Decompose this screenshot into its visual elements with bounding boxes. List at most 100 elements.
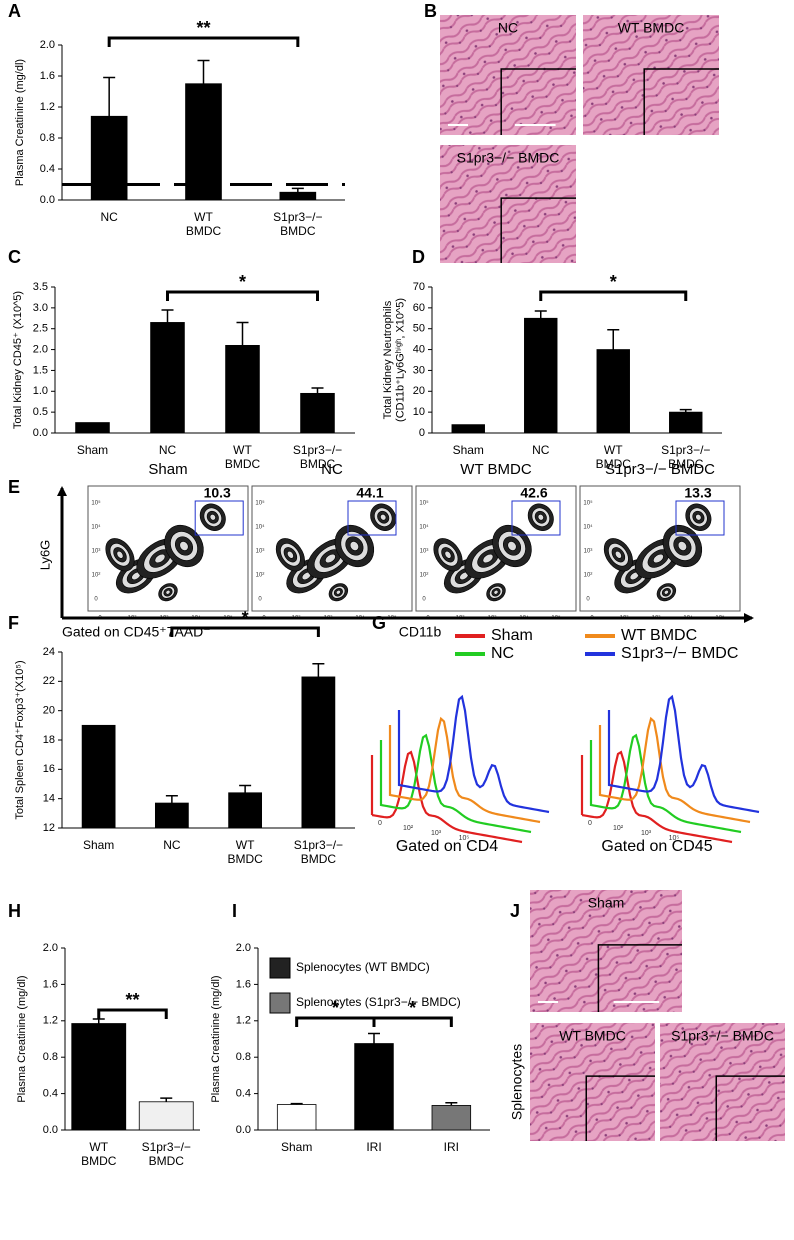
y-tick-label: 10³ [92, 549, 101, 555]
x-tick-label: 0 [588, 820, 592, 827]
contour [286, 550, 294, 559]
y-axis-label: Ly6G [37, 540, 52, 571]
y-tick-label: 0 [419, 427, 425, 439]
x-tick-label: 10² [403, 825, 414, 832]
panel-letter: J [510, 901, 520, 921]
x-tick-label: 0 [378, 820, 382, 827]
inset-frame [500, 68, 576, 135]
panel-letter: F [8, 613, 19, 633]
y-tick-label: 24 [43, 646, 55, 658]
y-axis-label: Plasma Creatinine (mg/dl) [14, 59, 26, 186]
x-tick-label: NC [163, 838, 181, 852]
bar [138, 1101, 194, 1131]
bar [225, 344, 260, 434]
plot-title: S1pr3−/− BMDC [605, 461, 715, 478]
x-axis-label: CD11b [399, 624, 442, 640]
contour [380, 514, 387, 521]
y-tick-label: 1.2 [236, 1015, 251, 1027]
histogram-curve [397, 694, 550, 814]
bar [301, 676, 336, 829]
bar [669, 411, 703, 434]
y-tick-label: 40 [413, 343, 425, 355]
contour [444, 550, 452, 559]
error-bar [311, 387, 324, 394]
y-tick-label: 10² [92, 573, 101, 579]
error-bar [679, 408, 692, 413]
x-tick-label: 10³ [431, 830, 442, 837]
error-bar [312, 662, 325, 677]
y-tick-label: 2.5 [33, 323, 48, 335]
error-bar [161, 309, 174, 323]
contour [507, 541, 517, 551]
bar [276, 1104, 317, 1131]
y-tick-label: 0.8 [40, 132, 55, 144]
significance-bracket [539, 290, 688, 301]
x-tick-label: Sham [281, 1140, 312, 1154]
contour [614, 550, 622, 559]
histology-image [440, 15, 576, 135]
bar [524, 317, 558, 434]
image-label: WT BMDC [618, 20, 685, 36]
contour [179, 541, 189, 551]
x-tick-label: 10⁵ [669, 835, 680, 842]
histology-image [530, 890, 682, 1012]
histogram-curve [589, 733, 742, 834]
legend-swatch [269, 992, 291, 1014]
y-tick-label: 0.5 [33, 406, 48, 418]
contour [165, 590, 171, 595]
error-bar [197, 59, 210, 84]
contour [154, 553, 166, 564]
significance-bracket [107, 36, 300, 47]
y-tick-label: 10⁵ [91, 500, 101, 507]
y-tick-label: 12 [43, 822, 55, 834]
y-tick-label: 22 [43, 675, 55, 687]
x-tick-label: WT BMDC [227, 838, 263, 866]
legend-label: S1pr3−/− BMDC [621, 645, 738, 662]
x-tick-label: 10³ [641, 830, 652, 837]
contour [209, 514, 216, 521]
plot-title: NC [321, 461, 343, 478]
error-bar [607, 329, 620, 350]
bar [300, 392, 335, 434]
histogram-curve [388, 716, 541, 824]
y-tick-label: 0.0 [33, 427, 48, 439]
x-tick-label: WT BMDC [596, 443, 632, 471]
panel-letter: E [8, 477, 20, 497]
y-tick-label: 10⁵ [419, 500, 429, 507]
gate [347, 500, 397, 536]
significance-label: ** [125, 990, 139, 1010]
x-tick-label: WT BMDC [81, 1140, 117, 1168]
image-label: S1pr3−/− BMDC [671, 1028, 774, 1044]
panel-letter: I [232, 901, 237, 921]
panel-letter: G [372, 613, 386, 633]
bar [90, 115, 128, 201]
image-label: Sham [588, 895, 625, 911]
image-label: WT BMDC [559, 1028, 626, 1044]
y-tick-label: 10⁵ [583, 500, 593, 507]
gate [511, 500, 561, 536]
y-tick-label: 16 [43, 763, 55, 775]
y-tick-label: 0.4 [40, 163, 55, 175]
y-tick-label: 0 [258, 597, 262, 603]
x-tick-label: Sham [83, 838, 114, 852]
gate-percentage: 13.3 [684, 485, 711, 501]
significance-bracket [166, 290, 319, 301]
image-label: S1pr3−/− BMDC [457, 150, 560, 166]
y-tick-label: 10⁴ [583, 524, 593, 531]
y-tick-label: 2.0 [40, 39, 55, 51]
significance-label: * [239, 272, 246, 292]
gate [675, 500, 725, 536]
error-bar [92, 1018, 105, 1024]
y-axis-label: Total Kidney CD45⁺ (X10^5) [12, 291, 24, 429]
gate [194, 500, 244, 536]
contour [482, 553, 494, 564]
contour [349, 541, 359, 551]
y-tick-label: 1.6 [236, 978, 251, 990]
y-tick-label: 30 [413, 364, 425, 376]
contour [652, 553, 664, 564]
error-bar [160, 1097, 173, 1102]
gating-label: Gated on CD4 [396, 838, 498, 855]
plot-title: Sham [148, 461, 187, 478]
histology-image [583, 15, 719, 135]
